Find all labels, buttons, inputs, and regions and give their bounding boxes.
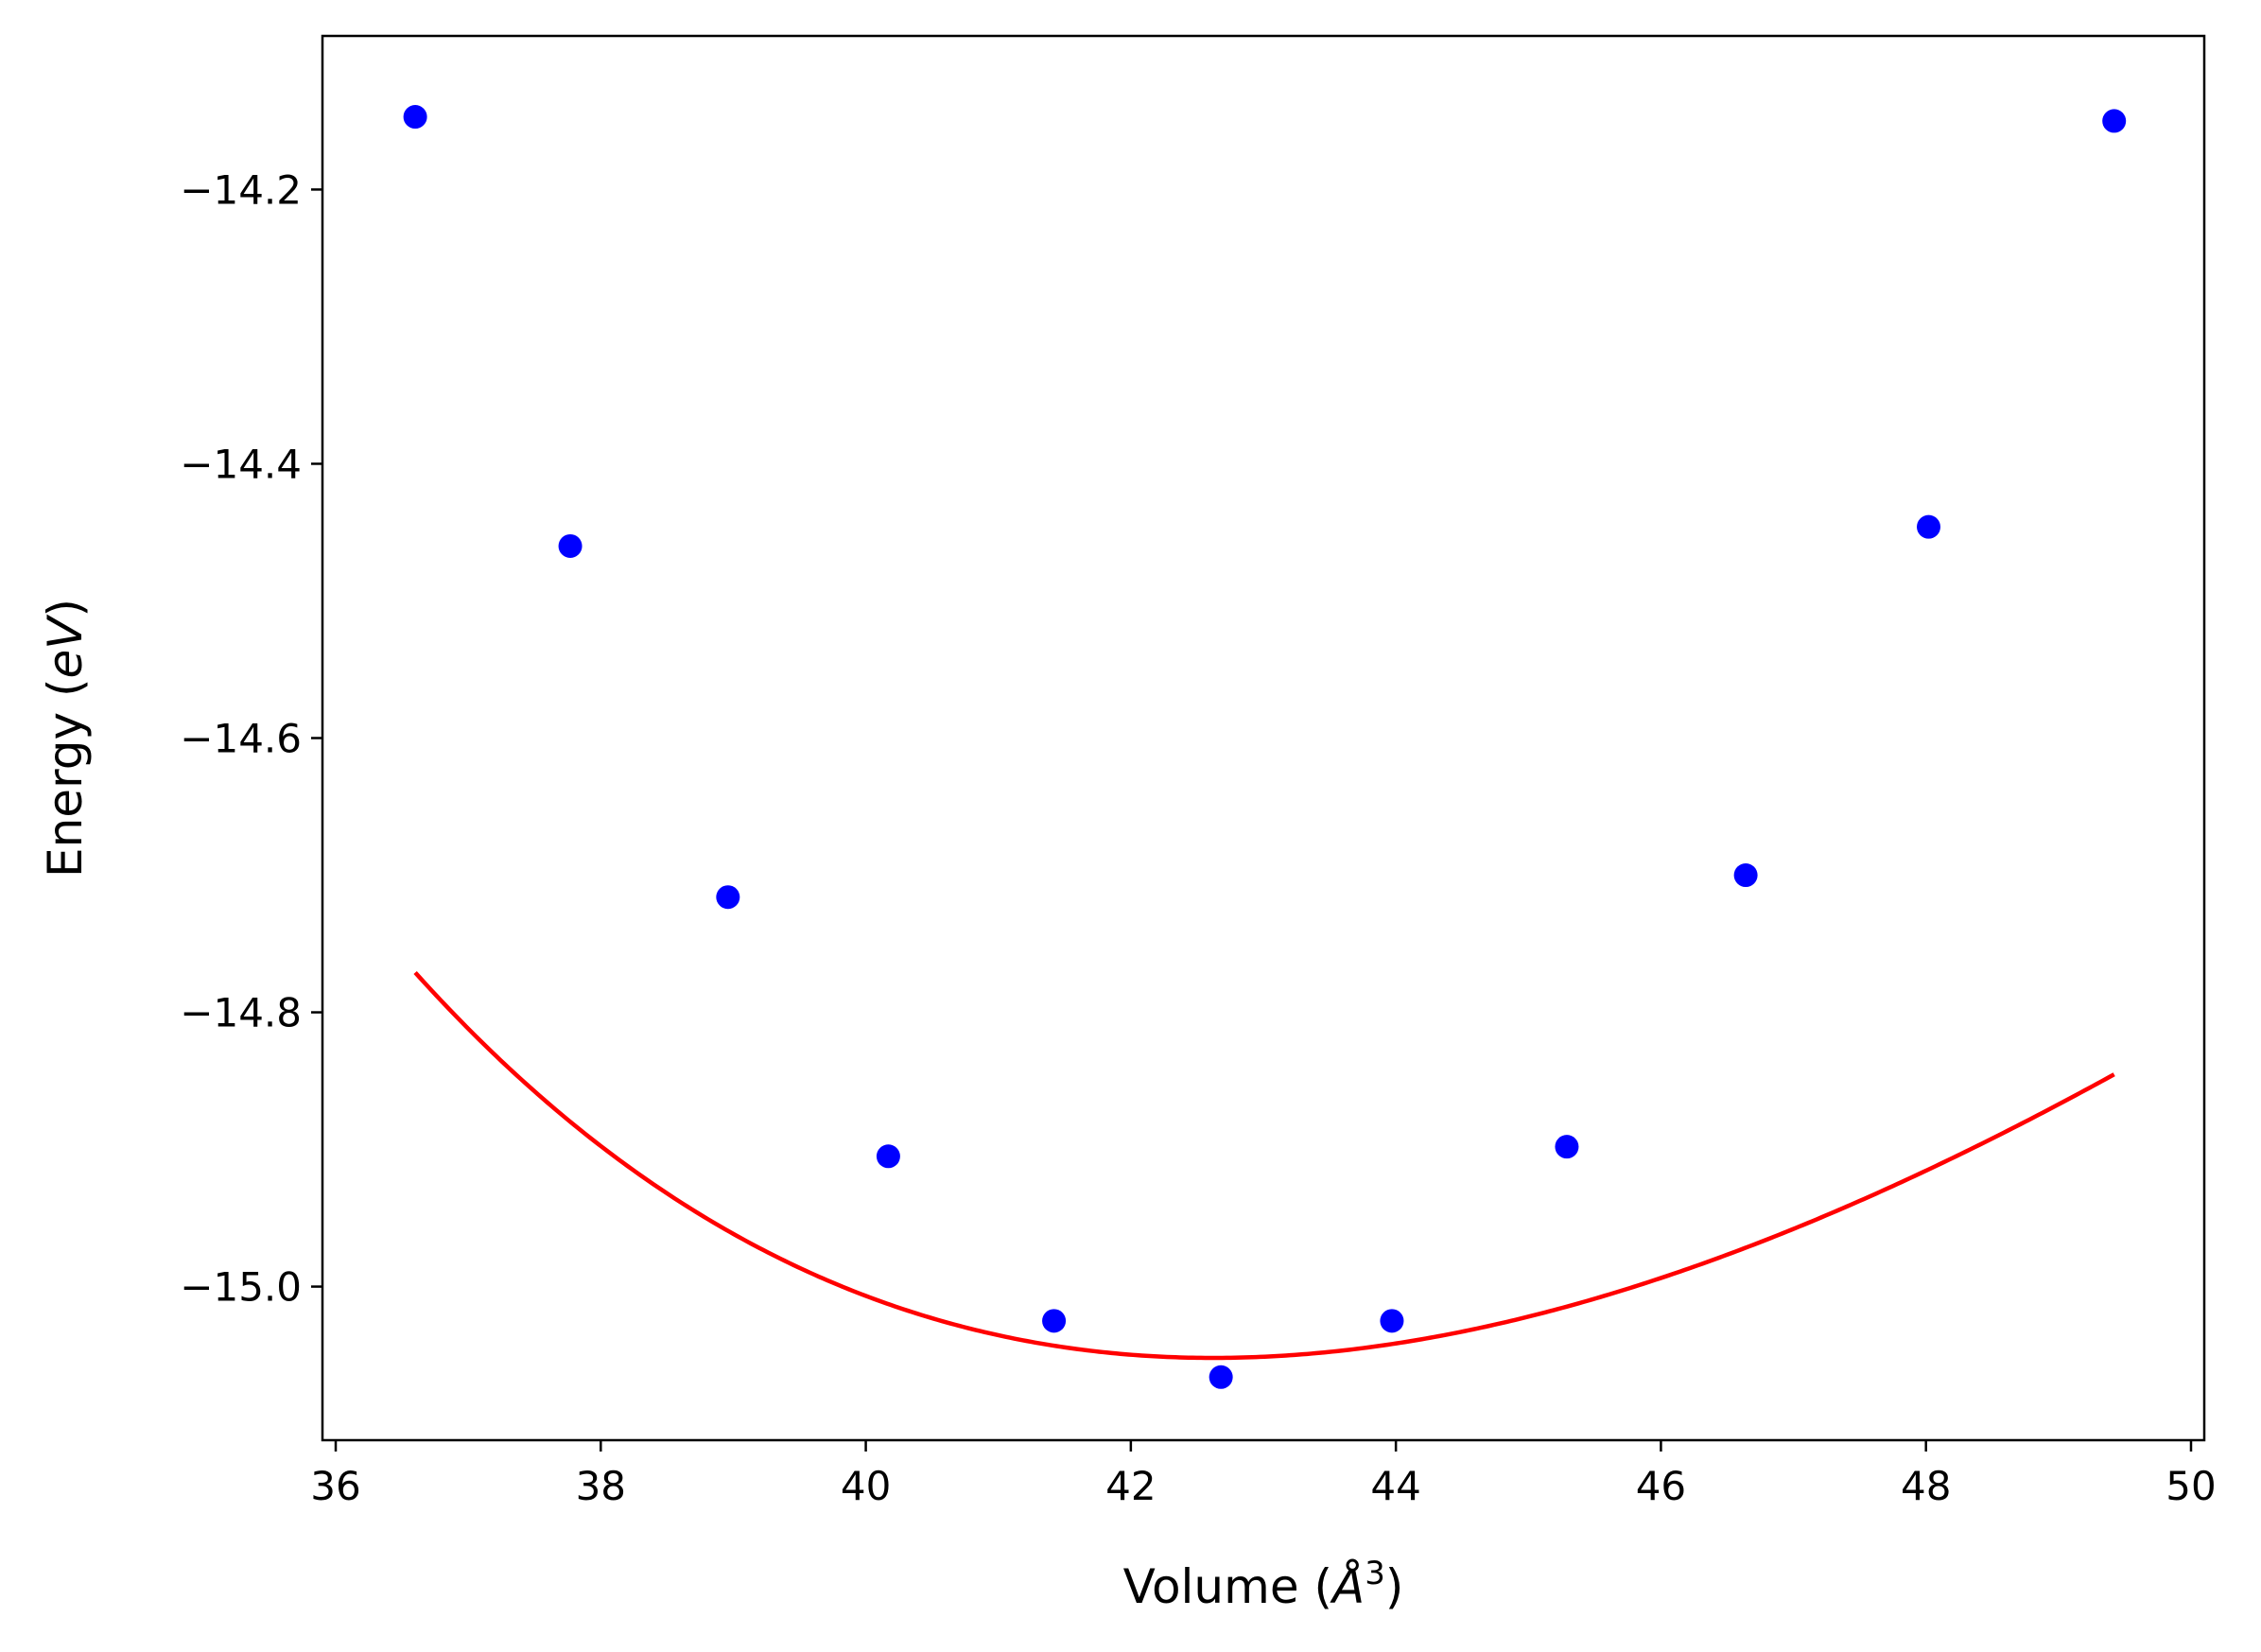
y-tick-label: −14.4: [180, 441, 302, 487]
y-axis-label: Energy (eV): [38, 599, 93, 878]
data-point: [1209, 1365, 1233, 1389]
x-tick-label: 50: [2165, 1463, 2216, 1509]
data-point: [1380, 1309, 1404, 1333]
y-axis-ticks: −15.0 −14.8 −14.6 −14.4 −14.2: [180, 166, 322, 1311]
y-tick-label: −15.0: [180, 1264, 302, 1311]
x-axis-label-superscript: 3: [1365, 1555, 1385, 1592]
x-tick-label: 46: [1636, 1463, 1686, 1509]
data-points-layer: [403, 105, 2127, 1389]
data-point: [876, 1144, 900, 1169]
plot-area: [403, 105, 2127, 1389]
fit-curve-layer: [413, 970, 2115, 1361]
x-tick-label: 42: [1105, 1463, 1156, 1509]
data-point: [558, 533, 583, 558]
data-point: [2102, 109, 2127, 133]
x-tick-label: 40: [841, 1463, 891, 1509]
data-point: [403, 105, 427, 130]
data-point: [1733, 863, 1758, 888]
y-tick-label: −14.8: [180, 990, 302, 1036]
fit-curve: [413, 970, 2115, 1361]
data-point: [1917, 514, 1941, 539]
data-point: [1555, 1135, 1579, 1159]
y-tick-label: −14.2: [180, 166, 302, 213]
y-axis-label-suffix: ): [38, 599, 93, 617]
x-axis-label-unit: Å: [1330, 1559, 1365, 1614]
x-tick-label: 48: [1901, 1463, 1951, 1509]
x-axis-ticks: 36 38 40 42 44 46 48 50: [310, 1440, 2217, 1509]
x-axis-label-suffix: ): [1385, 1559, 1404, 1614]
y-tick-label: −14.6: [180, 716, 302, 762]
x-tick-label: 38: [576, 1463, 626, 1509]
data-point: [1042, 1309, 1067, 1333]
x-tick-label: 36: [310, 1463, 360, 1509]
x-tick-label: 44: [1370, 1463, 1420, 1509]
y-axis-label-unit: eV: [38, 614, 93, 679]
data-point: [716, 885, 740, 910]
x-axis-label: Volume (Å3): [1123, 1555, 1404, 1614]
y-axis-label-prefix: Energy (: [38, 679, 93, 878]
x-axis-label-prefix: Volume (: [1123, 1559, 1332, 1614]
